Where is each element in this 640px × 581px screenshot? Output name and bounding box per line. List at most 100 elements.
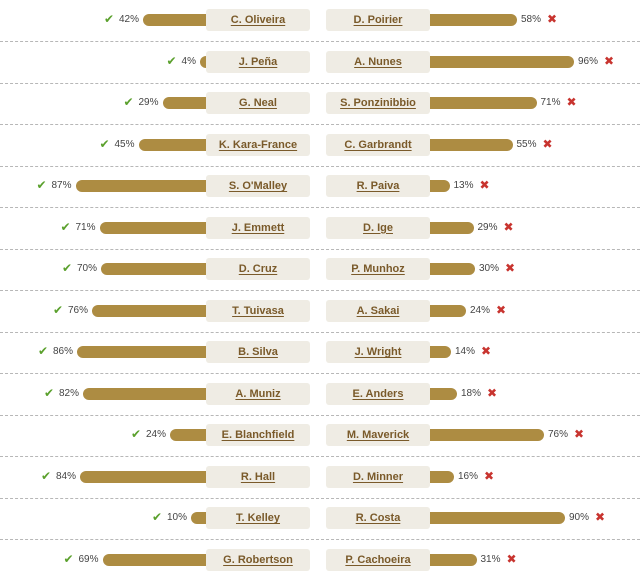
left-pick-percent: 42%	[118, 14, 139, 25]
fight-row: T. Kelley R. Costa 10% ✔ 90% ✖	[0, 498, 640, 540]
fight-row: A. Muniz E. Anders 82% ✔ 18% ✖	[0, 374, 640, 416]
fight-row: G. Neal S. Ponzinibbio 29% ✔ 71% ✖	[0, 83, 640, 125]
left-fighter-link[interactable]: S. O'Malley	[206, 175, 310, 197]
left-pick-percent: 86%	[52, 346, 73, 357]
fight-row: S. O'Malley R. Paiva 87% ✔ 13% ✖	[0, 166, 640, 208]
right-pick-percent: 16%	[458, 470, 479, 482]
left-pick-bar	[77, 346, 206, 358]
right-fighter-link[interactable]: D. Ige	[326, 216, 430, 239]
right-pick-bar	[430, 55, 574, 68]
left-pick-bar	[80, 470, 206, 483]
cross-icon: ✖	[566, 95, 577, 109]
right-pick-percent: 31%	[480, 553, 501, 565]
fight-row: T. Tuivasa A. Sakai 76% ✔ 24% ✖	[0, 291, 640, 333]
left-pick-bar	[200, 55, 206, 68]
left-fighter-link[interactable]: J. Emmett	[206, 216, 310, 239]
right-pick-percent: 76%	[548, 429, 569, 440]
right-fighter-link[interactable]: J. Wright	[326, 341, 430, 363]
right-pick-bar	[430, 470, 454, 483]
right-fighter-link[interactable]: P. Munhoz	[326, 258, 430, 280]
right-pick-percent: 30%	[479, 263, 500, 274]
right-fighter-link[interactable]: R. Costa	[326, 507, 430, 529]
right-pick-percent: 14%	[455, 346, 476, 357]
right-pick-bar	[430, 221, 474, 234]
left-pick-percent: 87%	[51, 180, 72, 191]
left-fighter-link[interactable]: A. Muniz	[206, 382, 310, 405]
cross-icon: ✖	[484, 468, 495, 483]
cross-icon: ✖	[505, 261, 516, 275]
right-fighter-link[interactable]: P. Cachoeira	[326, 548, 430, 571]
left-pick-percent: 29%	[138, 97, 159, 108]
left-pick-bar	[191, 512, 206, 524]
fight-row: J. Emmett D. Ige 71% ✔ 29% ✖	[0, 208, 640, 250]
fight-row: K. Kara-France C. Garbrandt 45% ✔ 55% ✖	[0, 125, 640, 167]
left-pick-percent: 45%	[114, 138, 135, 150]
left-fighter-link[interactable]: D. Cruz	[206, 258, 310, 280]
right-pick-percent: 29%	[477, 221, 498, 233]
left-fighter-link[interactable]: R. Hall	[206, 465, 310, 488]
right-pick-percent: 55%	[516, 138, 537, 150]
fight-row: C. Oliveira D. Poirier 42% ✔ 58% ✖	[0, 0, 640, 42]
left-pick-bar	[99, 221, 206, 234]
right-fighter-link[interactable]: A. Sakai	[326, 299, 430, 322]
left-pick-percent: 71%	[75, 221, 96, 233]
right-fighter-link[interactable]: D. Minner	[326, 465, 430, 488]
left-fighter-link[interactable]: G. Neal	[206, 92, 310, 114]
right-fighter-link[interactable]: D. Poirier	[326, 9, 430, 31]
right-pick-percent: 24%	[470, 304, 491, 316]
cross-icon: ✖	[503, 219, 514, 234]
left-pick-bar	[138, 138, 206, 151]
cross-icon: ✖	[481, 344, 492, 358]
cross-icon: ✖	[496, 302, 507, 317]
right-fighter-link[interactable]: E. Anders	[326, 382, 430, 405]
cross-icon: ✖	[574, 427, 585, 441]
left-pick-percent: 82%	[58, 387, 79, 399]
check-icon: ✔	[60, 219, 71, 234]
left-fighter-link[interactable]: T. Tuivasa	[206, 299, 310, 322]
right-pick-percent: 13%	[453, 180, 474, 191]
right-fighter-link[interactable]: C. Garbrandt	[326, 133, 430, 156]
right-pick-bar	[430, 138, 513, 151]
check-icon: ✔	[43, 385, 55, 400]
right-pick-bar	[430, 263, 475, 275]
right-pick-bar	[430, 304, 466, 317]
left-pick-bar	[101, 263, 206, 275]
fight-row: R. Hall D. Minner 84% ✔ 16% ✖	[0, 457, 640, 499]
check-icon: ✔	[37, 344, 49, 358]
right-pick-bar	[430, 97, 537, 109]
fight-row: J. Peña A. Nunes 4% ✔ 96% ✖	[0, 42, 640, 84]
cross-icon: ✖	[506, 551, 517, 566]
cross-icon: ✖	[487, 385, 498, 400]
left-pick-bar	[143, 14, 206, 26]
right-pick-percent: 18%	[461, 387, 482, 399]
check-icon: ✔	[99, 136, 110, 151]
left-pick-bar	[92, 304, 206, 317]
left-fighter-link[interactable]: E. Blanchfield	[206, 424, 310, 446]
right-fighter-link[interactable]: A. Nunes	[326, 50, 430, 73]
left-pick-bar	[170, 429, 206, 441]
left-fighter-link[interactable]: C. Oliveira	[206, 9, 310, 31]
check-icon: ✔	[151, 510, 163, 524]
check-icon: ✔	[61, 261, 73, 275]
left-pick-percent: 10%	[166, 512, 187, 523]
right-pick-percent: 90%	[569, 512, 590, 523]
left-fighter-link[interactable]: K. Kara-France	[206, 133, 310, 156]
right-fighter-link[interactable]: R. Paiva	[326, 175, 430, 197]
left-pick-percent: 4%	[181, 55, 196, 67]
right-pick-percent: 71%	[540, 97, 561, 108]
right-pick-bar	[430, 429, 544, 441]
right-pick-bar	[430, 553, 477, 566]
left-fighter-link[interactable]: G. Robertson	[206, 548, 310, 571]
cross-icon: ✖	[542, 136, 553, 151]
left-pick-percent: 24%	[145, 429, 166, 440]
right-fighter-link[interactable]: M. Maverick	[326, 424, 430, 446]
left-fighter-link[interactable]: J. Peña	[206, 50, 310, 73]
left-fighter-link[interactable]: B. Silva	[206, 341, 310, 363]
right-fighter-link[interactable]: S. Ponzinibbio	[326, 92, 430, 114]
right-pick-bar	[430, 180, 450, 192]
check-icon: ✔	[63, 551, 74, 566]
left-fighter-link[interactable]: T. Kelley	[206, 507, 310, 529]
check-icon: ✔	[52, 302, 64, 317]
right-pick-percent: 58%	[521, 14, 542, 25]
